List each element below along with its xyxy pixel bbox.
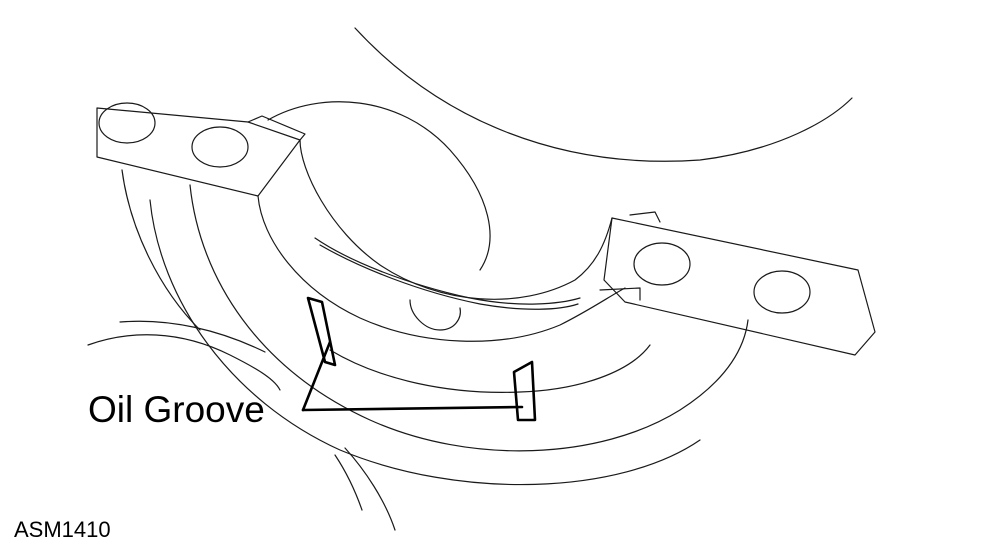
- bearing-shell-inner: [257, 195, 626, 342]
- bearing-lug: [409, 299, 461, 331]
- oil-groove-left-mark: [306, 296, 337, 367]
- left-bolt-hole-2: [191, 126, 249, 168]
- lower-housing-arc-3: [121, 169, 201, 331]
- leader-line-left: [301, 340, 332, 412]
- oil-groove-right-mark: [512, 360, 537, 422]
- oil-groove-label: Oil Groove: [88, 389, 265, 430]
- right-bolt-hole-1: [633, 242, 691, 286]
- left-bolt-hole-1: [98, 102, 156, 144]
- bearing-shell-outer: [299, 139, 613, 300]
- bearing-lower-lip: [329, 344, 651, 393]
- left-flange-edge: [247, 115, 306, 141]
- lower-center-arc: [334, 454, 363, 511]
- left-flange: [96, 107, 301, 197]
- right-flange: [603, 217, 876, 356]
- bearing-oil-channel-2: [319, 244, 579, 310]
- figure-code: ASM1410: [14, 517, 111, 542]
- bearing-step-line: [599, 287, 641, 301]
- lower-left-arc-2: [119, 320, 266, 353]
- crankshaft-journal-arc: [267, 101, 491, 271]
- lower-left-arc: [87, 334, 281, 391]
- right-bolt-hole-2: [753, 270, 811, 314]
- lower-center-arc-2: [344, 447, 396, 531]
- leader-line-right: [301, 405, 524, 412]
- right-flange-tab: [629, 211, 661, 223]
- bearing-oil-channel: [314, 237, 581, 305]
- lower-housing-arc-1: [189, 184, 749, 452]
- upper-block-arc: [354, 27, 853, 162]
- lower-housing-arc-2: [149, 199, 701, 486]
